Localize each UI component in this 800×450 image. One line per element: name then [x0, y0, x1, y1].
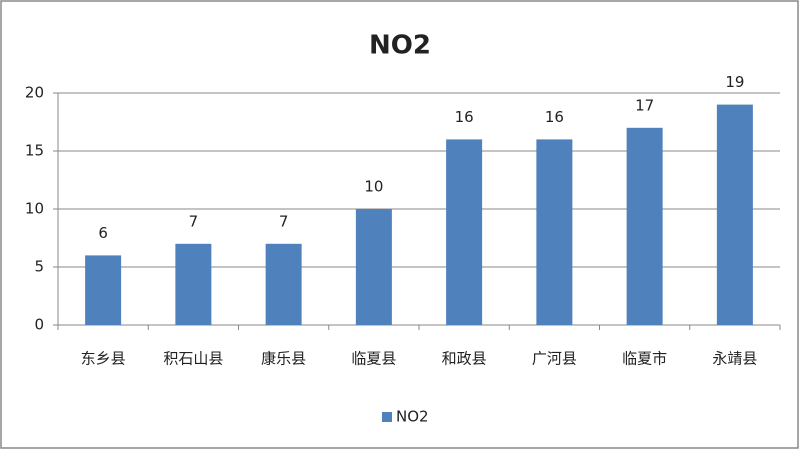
y-tick-label: 5	[34, 258, 44, 276]
x-tick-label: 东乡县	[81, 350, 126, 368]
data-label: 17	[635, 96, 654, 114]
bar	[536, 139, 573, 325]
y-tick-label: 20	[25, 84, 44, 102]
bar	[446, 139, 483, 325]
data-label: 7	[279, 212, 289, 230]
y-tick-label: 0	[34, 316, 44, 334]
x-tick-label: 康乐县	[261, 350, 306, 368]
x-tick-label: 临夏市	[622, 350, 667, 368]
chart-title: NO2	[369, 31, 431, 61]
data-label: 16	[545, 108, 564, 126]
x-tick-label: 永靖县	[712, 350, 757, 368]
bar	[265, 243, 302, 325]
y-tick-label: 10	[25, 200, 44, 218]
y-tick-label: 15	[25, 142, 44, 160]
bar	[355, 209, 392, 325]
x-tick-label: 和政县	[442, 350, 487, 368]
x-tick-label: 广河县	[532, 350, 577, 368]
bar	[626, 127, 663, 325]
data-label: 16	[455, 108, 474, 126]
bar	[85, 255, 122, 325]
x-tick-label: 积石山县	[163, 350, 223, 368]
data-label: 10	[364, 178, 383, 196]
x-tick-label: 临夏县	[351, 350, 396, 368]
legend-label: NO2	[396, 408, 429, 426]
data-label: 19	[725, 73, 744, 91]
data-label: 6	[98, 224, 108, 242]
data-label: 7	[189, 212, 199, 230]
bar	[716, 104, 753, 325]
bar	[175, 243, 212, 325]
legend-swatch	[382, 412, 392, 422]
